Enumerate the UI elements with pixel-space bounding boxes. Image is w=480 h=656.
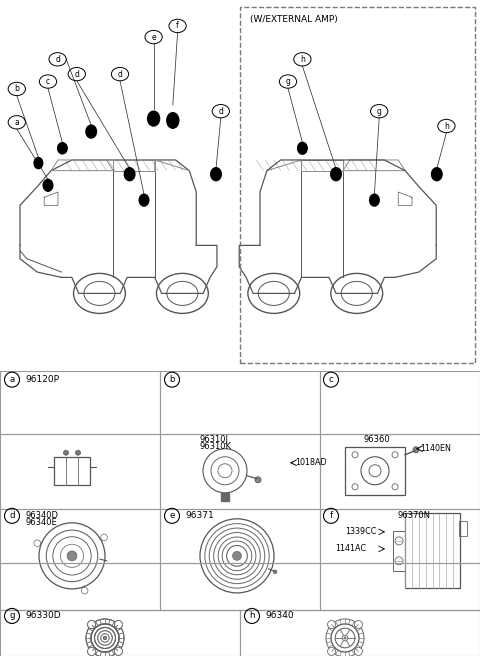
Circle shape [413,447,419,453]
Text: d: d [74,70,79,79]
Text: (W/EXTERNAL AMP): (W/EXTERNAL AMP) [250,15,337,24]
Ellipse shape [432,168,442,180]
Circle shape [87,621,96,628]
Circle shape [327,647,336,655]
Text: a: a [14,118,19,127]
Text: d: d [118,70,122,79]
Text: h: h [249,611,255,621]
FancyArrow shape [221,493,229,501]
Circle shape [103,636,107,640]
Text: 96340E: 96340E [25,518,57,527]
Circle shape [87,647,96,655]
Circle shape [114,647,122,655]
Circle shape [87,647,96,655]
Text: d: d [9,511,15,520]
Circle shape [354,647,362,655]
Text: 96370N: 96370N [397,511,430,520]
Ellipse shape [211,168,221,180]
Text: g: g [377,107,382,115]
Circle shape [255,477,261,483]
Circle shape [103,636,107,640]
Text: 96360: 96360 [364,435,391,444]
Ellipse shape [139,194,149,206]
Circle shape [87,621,96,628]
Ellipse shape [298,142,307,154]
Ellipse shape [58,143,67,154]
Text: 96310K: 96310K [200,442,232,451]
Text: 96371: 96371 [185,511,214,520]
Text: f: f [176,22,179,30]
Text: 1141AC: 1141AC [335,544,366,554]
Circle shape [114,621,122,628]
Text: g: g [286,77,290,86]
Text: 96340: 96340 [265,611,294,621]
Text: b: b [169,375,175,384]
Ellipse shape [43,179,53,192]
Ellipse shape [34,157,43,169]
Circle shape [232,552,241,560]
Ellipse shape [86,125,96,138]
Text: h: h [300,55,305,64]
Ellipse shape [148,111,159,126]
Text: h: h [444,121,449,131]
Text: 96340D: 96340D [25,511,58,520]
Text: f: f [329,511,333,520]
Text: 96330D: 96330D [25,611,60,621]
Text: d: d [55,55,60,64]
Circle shape [354,621,362,628]
Text: d: d [218,107,223,115]
Circle shape [63,450,69,455]
Text: 96310J: 96310J [200,435,229,444]
Text: 1339CC: 1339CC [345,527,376,537]
Bar [405,513,460,588]
Text: e: e [169,511,175,520]
Circle shape [273,570,277,573]
Text: b: b [14,85,19,93]
Bar [393,531,405,571]
Circle shape [75,450,81,455]
Text: 1140EN: 1140EN [420,444,451,453]
Ellipse shape [370,194,379,206]
Circle shape [327,621,336,628]
Ellipse shape [124,168,135,180]
Bar [459,521,467,536]
Circle shape [114,621,122,628]
Text: 96120P: 96120P [25,375,59,384]
Text: 1018AD: 1018AD [295,459,326,467]
Ellipse shape [331,168,341,180]
Circle shape [114,647,122,655]
Text: e: e [151,33,156,41]
Text: c: c [329,375,334,384]
Ellipse shape [167,113,179,128]
Bar [54,457,90,485]
Circle shape [67,551,77,561]
Circle shape [344,637,346,639]
Text: g: g [9,611,15,621]
Text: a: a [10,375,14,384]
Text: c: c [46,77,50,86]
